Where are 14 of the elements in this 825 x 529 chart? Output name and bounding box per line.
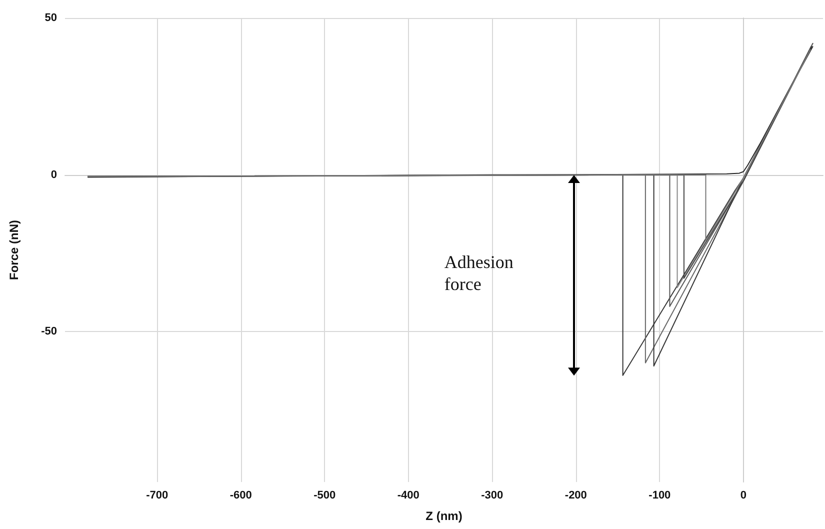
x-tick-label: -400: [397, 490, 420, 502]
x-tick-label: -200: [564, 490, 587, 502]
x-tick-label: -600: [230, 490, 252, 502]
y-tick-label: 0: [50, 168, 57, 181]
y-axis-title: Force (nN): [7, 220, 21, 280]
y-tick-label: -50: [41, 326, 57, 338]
y-tick-label: 50: [44, 12, 57, 24]
x-tick-label: 0: [740, 490, 746, 502]
x-tick-label: -100: [648, 490, 671, 502]
annotation: Adhesion force: [444, 251, 514, 295]
x-tick-label: -500: [314, 490, 336, 502]
x-axis-title: Z (nm): [426, 509, 462, 523]
x-tick-label: -700: [146, 490, 168, 502]
x-tick-label: -300: [481, 490, 504, 502]
